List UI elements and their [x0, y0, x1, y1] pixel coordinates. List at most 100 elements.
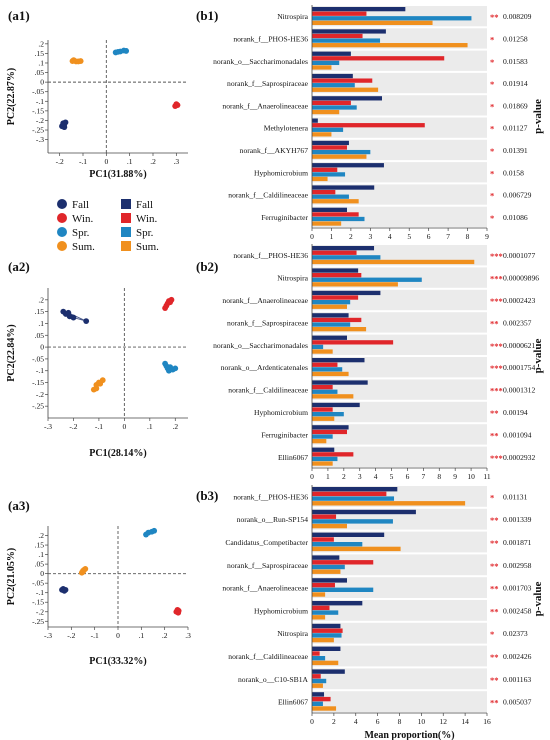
p-value-label: 0.0002423 — [503, 296, 535, 305]
category-label: norank_f__PHOS-HE36 — [233, 492, 308, 501]
x-tick-label: 14 — [461, 717, 469, 726]
y-tick-label: -.3 — [36, 135, 44, 144]
bar-fall — [312, 487, 398, 492]
significance-stars: ** — [490, 515, 499, 525]
bar-sum — [312, 461, 333, 466]
bar-fall — [312, 96, 382, 101]
x-tick-label: 16 — [483, 717, 491, 726]
bar-win — [312, 56, 445, 61]
significance-stars: * — [490, 101, 494, 111]
bar-sum — [312, 371, 349, 377]
significance-stars: *** — [490, 274, 503, 284]
bar-sum — [312, 523, 347, 529]
panel-label-b1: (b1) — [196, 8, 218, 23]
legend-sum-circle — [57, 241, 67, 251]
significance-stars: *** — [490, 341, 503, 351]
y-tick-label: .1 — [38, 550, 44, 559]
x-tick-label: 4 — [374, 472, 378, 481]
significance-stars: * — [490, 79, 494, 89]
p-value-label: 0.0158 — [503, 168, 524, 177]
bar-win — [312, 317, 362, 323]
bar-win — [312, 123, 425, 128]
bar-sum — [312, 327, 367, 332]
bar-fall — [312, 601, 363, 606]
x-tick-label: 8 — [466, 232, 470, 241]
category-label: Methylotenera — [264, 124, 309, 133]
x-tick-label: 8 — [437, 472, 441, 481]
y-axis-label: PC2(22.84%) — [6, 324, 17, 382]
bar-fall — [312, 290, 381, 296]
bar-win — [312, 11, 367, 16]
point-spr — [151, 527, 158, 534]
point-fall — [62, 119, 69, 126]
scatter-panel-1: -.2 -.1 0.1.2.3.2.15.1.050-.05-.1-.15-.2-.… — [6, 39, 188, 180]
panel-label-a1: (a1) — [8, 8, 30, 23]
bar-sum — [312, 109, 340, 115]
bar-spr — [312, 587, 374, 592]
bar-win — [312, 407, 333, 412]
bar-spr — [312, 216, 365, 222]
x-tick-label: .3 — [185, 631, 191, 640]
legend-win-label: Win. — [72, 213, 93, 225]
bar-sum — [312, 154, 367, 159]
point-sum — [80, 568, 86, 575]
bar-spr — [312, 322, 351, 327]
legend-win-label-2: Win. — [136, 213, 157, 225]
category-label: norank_f__Caldilineaceae — [228, 191, 308, 200]
y-tick-label: -.05 — [32, 354, 44, 363]
y-tick-label: .05 — [35, 331, 45, 340]
p-value-label: 0.01391 — [503, 146, 528, 155]
significance-stars: ** — [490, 698, 499, 708]
significance-stars: ** — [490, 606, 499, 616]
category-label: Ferruginibacter — [261, 430, 308, 439]
bar-spr — [312, 389, 338, 394]
bar-spr — [312, 300, 351, 305]
point-spr — [123, 48, 130, 54]
p-value-label: 0.001094 — [503, 430, 532, 439]
bar-sum — [312, 349, 333, 354]
bar-spr — [312, 519, 393, 524]
p-value-label: 0.0001077 — [503, 251, 535, 260]
point-fall — [70, 314, 77, 321]
y-tick-label: .1 — [38, 58, 44, 67]
row-band — [312, 424, 487, 445]
category-label: norank_o__Saccharimonadales — [213, 341, 308, 350]
p-value-label: 0.002458 — [503, 606, 532, 615]
y-tick-label: .05 — [35, 68, 45, 77]
p-value-label: 0.01583 — [503, 57, 528, 66]
x-tick-label: 3 — [368, 232, 372, 241]
category-label: norank_f__Saprospiraceae — [227, 561, 309, 570]
x-tick-label: 6 — [376, 717, 380, 726]
x-tick-label: 8 — [398, 717, 402, 726]
legend-spr-circle — [57, 227, 67, 237]
bar-spr — [312, 564, 345, 570]
x-tick-label: 3 — [358, 472, 362, 481]
legend-sum-square — [121, 241, 131, 251]
bar-win — [312, 273, 362, 278]
point-spr — [115, 48, 121, 55]
p-value-label: 0.001339 — [503, 515, 532, 524]
category-label: norank_o__C10-SB1A — [238, 675, 309, 684]
category-label: norank_f__Saprospiraceae — [227, 79, 309, 88]
bar-fall — [312, 163, 384, 168]
legend-fall-label-2: Fall — [136, 199, 153, 211]
category-label: Candidatus_Competibacter — [225, 538, 308, 547]
y-axis-label: PC2(22.87%) — [6, 68, 17, 126]
bar-win — [312, 452, 354, 457]
bar-fall — [312, 425, 349, 430]
p-value-label: 0.001871 — [503, 538, 532, 547]
bar-fall — [312, 509, 416, 515]
bar-win — [312, 674, 321, 679]
point-sum — [93, 385, 100, 392]
bar-win — [312, 696, 331, 702]
point-spr — [166, 367, 172, 374]
x-tick-label: 0 — [104, 157, 108, 166]
bar-fall — [312, 358, 365, 363]
bar-win — [312, 385, 333, 390]
row-band — [312, 691, 487, 712]
significance-stars: *** — [490, 296, 503, 306]
row-band — [312, 50, 487, 71]
x-tick-label: 7 — [446, 232, 450, 241]
category-label: norank_o__Ardenticatenales — [221, 363, 308, 372]
